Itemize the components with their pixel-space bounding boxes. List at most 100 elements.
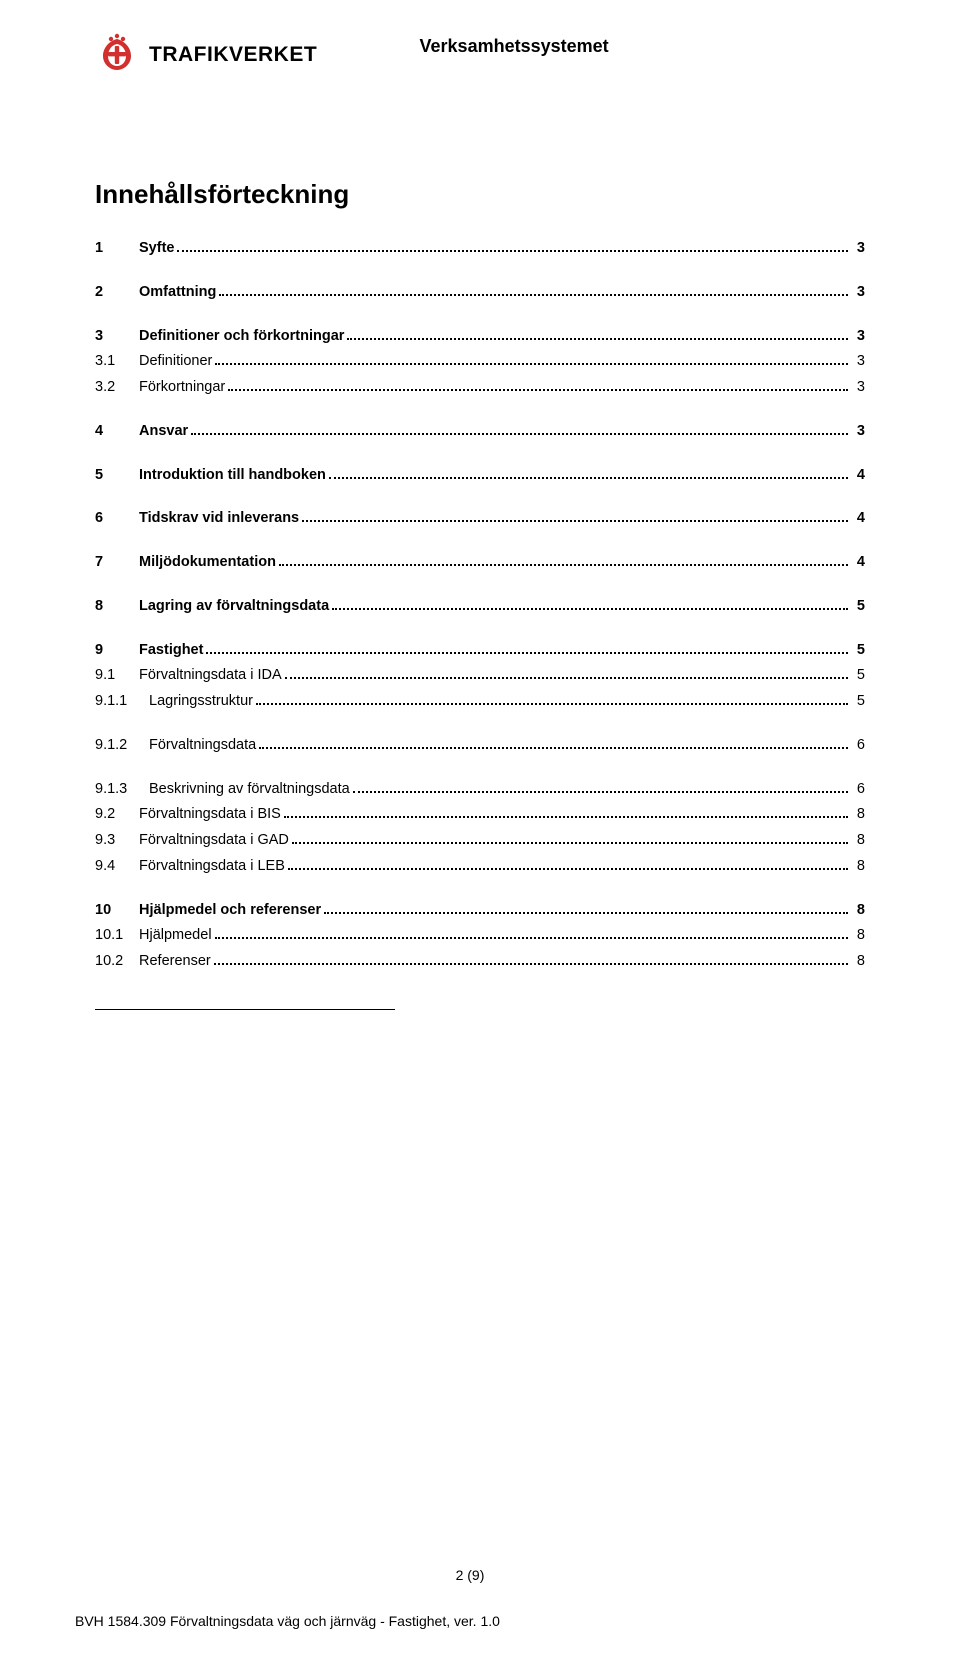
toc-gap [95, 486, 865, 508]
toc-gap [95, 530, 865, 552]
toc-leader-dots [228, 380, 848, 391]
toc-entry-label: Fastighet [139, 640, 203, 662]
toc-entry-label: Definitioner och förkortningar [139, 326, 344, 348]
toc-entry-page: 4 [851, 508, 865, 530]
toc-entry-number: 9.1 [95, 665, 139, 687]
toc-gap [95, 618, 865, 640]
toc-leader-dots [215, 354, 848, 365]
toc-entry-number: 4 [95, 421, 139, 443]
toc-entry[interactable]: 1Syfte 3 [95, 238, 865, 260]
toc-entry-number: 10 [95, 900, 139, 922]
toc-entry-number: 9.4 [95, 856, 139, 878]
toc-entry[interactable]: 9.1.1Lagringsstruktur 5 [95, 691, 865, 713]
toc-entry[interactable]: 3Definitioner och förkortningar3 [95, 326, 865, 348]
toc-entry-label: Ansvar [139, 421, 188, 443]
toc-entry-page: 8 [851, 804, 865, 826]
toc-leader-dots [324, 902, 848, 913]
toc-leader-dots [285, 668, 848, 679]
toc-entry-number: 3 [95, 326, 139, 348]
toc-entry-label: Miljödokumentation [139, 552, 276, 574]
toc-entry[interactable]: 3.1Definitioner3 [95, 351, 865, 373]
crown-wing-icon [95, 30, 139, 79]
toc-entry-number: 5 [95, 465, 139, 487]
toc-entry-page: 6 [851, 735, 865, 757]
page-header: TRAFIKVERKET Verksamhetssystemet [95, 30, 865, 79]
toc-leader-dots [191, 423, 848, 434]
toc-entry[interactable]: 7Miljödokumentation4 [95, 552, 865, 574]
toc-entry[interactable]: 9.4Förvaltningsdata i LEB8 [95, 856, 865, 878]
toc-gap [95, 713, 865, 735]
toc-entry[interactable]: 9.1.2Förvaltningsdata6 [95, 735, 865, 757]
toc-entry-label: Lagring av förvaltningsdata [139, 596, 329, 618]
toc-leader-dots [177, 241, 848, 252]
toc-gap [95, 260, 865, 282]
toc-entry-number: 3.1 [95, 351, 139, 373]
toc-leader-dots [219, 284, 848, 295]
toc-entry-page: 6 [851, 779, 865, 801]
toc-entry-number: 9.1.1 [95, 691, 149, 713]
toc-gap [95, 878, 865, 900]
toc-entry[interactable]: 3.2Förkortningar3 [95, 377, 865, 399]
toc-entry[interactable]: 9.1.3Beskrivning av förvaltningsdata6 [95, 779, 865, 801]
toc-entry[interactable]: 8Lagring av förvaltningsdata 5 [95, 596, 865, 618]
toc-entry-page: 8 [851, 900, 865, 922]
toc-entry[interactable]: 10.1Hjälpmedel 8 [95, 925, 865, 947]
toc-entry-page: 5 [851, 691, 865, 713]
toc-entry-label: Förkortningar [139, 377, 225, 399]
toc-leader-dots [256, 694, 848, 705]
document-reference: BVH 1584.309 Förvaltningsdata väg och jä… [75, 1613, 865, 1629]
toc-gap [95, 399, 865, 421]
toc-entry[interactable]: 9.3Förvaltningsdata i GAD 8 [95, 830, 865, 852]
toc-entry[interactable]: 4Ansvar3 [95, 421, 865, 443]
toc-entry-label: Omfattning [139, 282, 216, 304]
toc-leader-dots [329, 467, 848, 478]
brand-logo: TRAFIKVERKET [95, 30, 317, 79]
page-footer: 2 (9) BVH 1584.309 Förvaltningsdata väg … [75, 1567, 865, 1629]
toc-entry-number: 7 [95, 552, 139, 574]
toc-entry-number: 8 [95, 596, 139, 618]
toc-leader-dots [279, 555, 848, 566]
toc-entry-page: 3 [851, 238, 865, 260]
toc-entry-page: 5 [851, 596, 865, 618]
toc-entry[interactable]: 9.2Förvaltningsdata i BIS8 [95, 804, 865, 826]
toc-entry[interactable]: 9Fastighet 5 [95, 640, 865, 662]
toc-gap [95, 304, 865, 326]
toc-entry-number: 9.3 [95, 830, 139, 852]
toc-entry-label: Förvaltningsdata i LEB [139, 856, 285, 878]
toc-leader-dots [302, 511, 848, 522]
toc-entry-number: 9.2 [95, 804, 139, 826]
toc-entry[interactable]: 6Tidskrav vid inleverans4 [95, 508, 865, 530]
toc-leader-dots [259, 737, 848, 748]
toc-entry-page: 5 [851, 640, 865, 662]
toc-entry-number: 1 [95, 238, 139, 260]
toc-entry[interactable]: 2Omfattning3 [95, 282, 865, 304]
toc-entry-label: Förvaltningsdata [149, 735, 256, 757]
toc-entry-label: Syfte [139, 238, 174, 260]
toc-entry-number: 9 [95, 640, 139, 662]
toc-entry-page: 8 [851, 830, 865, 852]
toc-leader-dots [353, 781, 848, 792]
page-number: 2 (9) [75, 1567, 865, 1583]
toc-entry-number: 10.2 [95, 951, 139, 973]
toc-entry[interactable]: 9.1Förvaltningsdata i IDA5 [95, 665, 865, 687]
toc-entry-page: 8 [851, 925, 865, 947]
toc-entry-label: Beskrivning av förvaltningsdata [149, 779, 350, 801]
toc-entry[interactable]: 5Introduktion till handboken4 [95, 465, 865, 487]
toc-entry-label: Förvaltningsdata i GAD [139, 830, 289, 852]
toc-entry-number: 10.1 [95, 925, 139, 947]
toc-entry-label: Hjälpmedel [139, 925, 212, 947]
toc-entry-label: Referenser [139, 951, 211, 973]
toc-leader-dots [347, 328, 848, 339]
toc-entry[interactable]: 10.2Referenser 8 [95, 951, 865, 973]
section-divider [95, 1009, 395, 1010]
toc-entry-label: Tidskrav vid inleverans [139, 508, 299, 530]
table-of-contents: 1Syfte32Omfattning33Definitioner och för… [95, 238, 865, 973]
toc-leader-dots [206, 642, 848, 653]
toc-entry-page: 4 [851, 465, 865, 487]
toc-leader-dots [292, 833, 848, 844]
document-title: Verksamhetssystemet [420, 36, 609, 57]
toc-heading: Innehållsförteckning [95, 179, 865, 210]
toc-entry-label: Lagringsstruktur [149, 691, 253, 713]
toc-entry[interactable]: 10Hjälpmedel och referenser8 [95, 900, 865, 922]
toc-entry-page: 8 [851, 951, 865, 973]
